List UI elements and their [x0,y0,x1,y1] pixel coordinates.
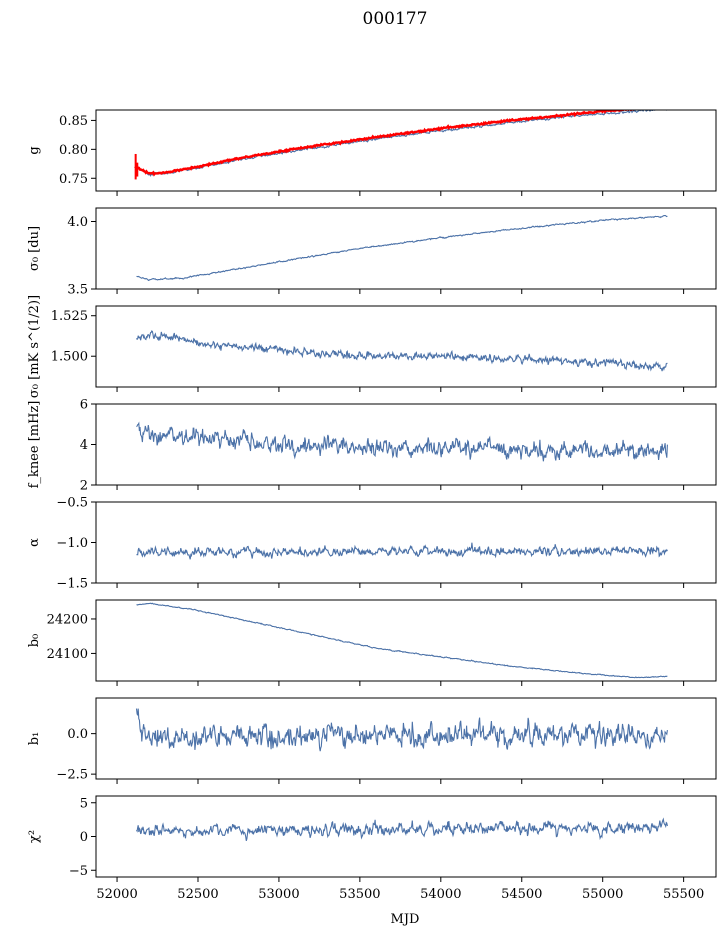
y-axis-label: χ² [27,830,42,843]
y-axis-label: σ₀ [mK s^(1/2)] [27,295,42,398]
panel-sigma0_flux: 1.500 1.525 σ₀ [mK s^(1/2)] [27,295,717,398]
y-tick-label: 4 [80,438,88,453]
y-tick-label: −1.5 [56,577,88,592]
panel-frame [95,207,717,290]
panel-fknee: 2 4 6 f_knee [mHz] [27,398,717,494]
series-line-sigma0_flux [136,330,668,372]
y-tick-label: 0.0 [67,727,88,742]
y-tick-label: 4.0 [67,215,88,230]
panel-sigma0: 3.5 4.0 σ₀ [du] [27,207,717,298]
y-tick-label: 0.85 [59,114,88,129]
y-tick-label: 5 [80,796,88,811]
panel-b1: −2.5 0.0 b₁ [27,697,717,784]
series-line-b0 [136,602,668,679]
series-line-chi2 [136,817,668,841]
y-tick-label: −0.5 [56,496,88,511]
panel-frame [95,795,717,878]
panel-alpha: −1.5 −1.0 −0.5 α [27,496,717,592]
panel-chi2: −5 0 5 χ² [27,795,717,882]
y-axis-label: σ₀ [du] [27,226,42,271]
panel-g: 0.75 0.80 0.85 g [27,109,717,196]
y-tick-label: 1.500 [51,350,88,365]
panel-frame [95,599,717,682]
x-axis: 52000 52500 53000 53500 54000 54500 55000 55500 [96,887,704,902]
x-tick-label: 54000 [420,887,461,902]
panel-frame [95,697,717,780]
x-axis-label: MJD [391,912,420,927]
y-axis-label: g [27,146,42,154]
y-tick-label: 24100 [47,647,88,662]
x-tick-label: 53000 [258,887,299,902]
x-tick-label: 55500 [663,887,704,902]
y-tick-label: 0.75 [59,172,88,187]
y-tick-label: 6 [80,398,88,413]
y-tick-label: 1.525 [51,309,88,324]
y-tick-label: 2 [80,479,88,494]
y-axis-label: f_knee [mHz] [27,401,42,489]
x-tick-label: 53500 [339,887,380,902]
panel-frame [95,501,717,584]
series-line-b1 [135,708,668,752]
figure-title: 000177 [363,9,428,29]
x-tick-label: 52500 [177,887,218,902]
fit-line-g [134,110,635,177]
series-line-alpha [136,542,668,560]
y-axis-label: b₀ [27,634,42,648]
y-tick-label: 3.5 [67,283,88,298]
y-tick-label: 0 [80,830,88,845]
y-tick-label: −5 [69,864,88,879]
panel-frame [95,109,717,192]
y-axis-label: α [27,538,42,547]
series-line-g [136,110,667,177]
panel-frame [95,305,717,388]
series-line-fknee [136,421,668,462]
x-tick-label: 54500 [501,887,542,902]
y-tick-label: −1.0 [56,536,88,551]
y-tick-label: 0.80 [59,143,88,158]
panel-b0: 24100 24200 b₀ [27,599,717,686]
panels-group: 0.75 0.80 0.85 g 3.5 4.0 σ₀ [du] 1.500 1.525 σ₀ [… [27,109,717,882]
y-axis-label: b₁ [27,732,42,746]
series-line-sigma0 [136,214,668,282]
y-tick-label: −2.5 [56,768,88,783]
x-tick-label: 52000 [96,887,137,902]
y-tick-label: 24200 [47,612,88,627]
x-tick-label: 55000 [582,887,623,902]
